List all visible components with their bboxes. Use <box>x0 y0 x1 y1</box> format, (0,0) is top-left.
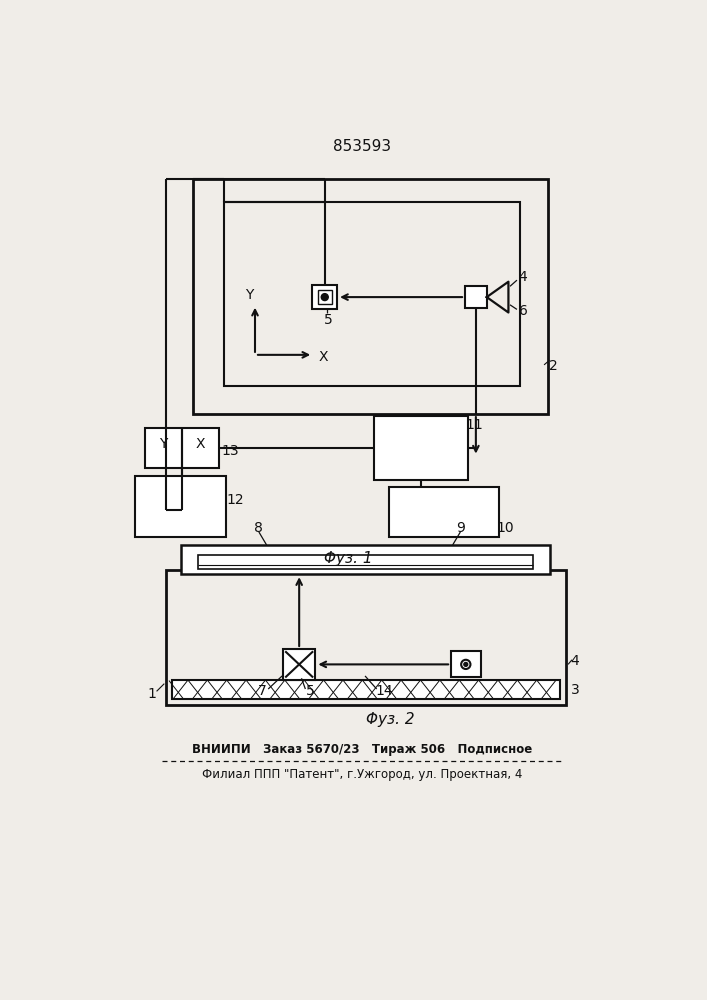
Bar <box>182 545 550 574</box>
Text: Φуз. 2: Φуз. 2 <box>366 712 415 727</box>
Text: 5: 5 <box>306 684 315 698</box>
Circle shape <box>464 662 468 666</box>
Text: 13: 13 <box>221 444 239 458</box>
Circle shape <box>321 294 328 301</box>
Bar <box>373 416 468 480</box>
Bar <box>317 290 332 304</box>
Bar <box>166 570 566 705</box>
Text: 8: 8 <box>255 521 263 535</box>
Bar <box>312 285 337 309</box>
Text: 11: 11 <box>465 418 483 432</box>
Bar <box>465 286 486 308</box>
Text: Филиал ППП "Патент", г.Ужгород, ул. Проектная, 4: Филиал ППП "Патент", г.Ужгород, ул. Прое… <box>201 768 522 781</box>
Text: 5: 5 <box>325 313 333 327</box>
Text: 10: 10 <box>496 521 514 535</box>
Bar <box>172 680 559 699</box>
Bar <box>199 555 533 569</box>
Bar <box>135 476 226 537</box>
Polygon shape <box>486 282 508 312</box>
Text: 9: 9 <box>456 521 464 535</box>
Text: X: X <box>318 350 328 364</box>
Bar <box>451 651 481 677</box>
Bar <box>224 202 520 386</box>
Text: 3: 3 <box>571 683 580 697</box>
Text: X: X <box>196 437 206 451</box>
Text: Φуз. 1: Φуз. 1 <box>324 551 373 566</box>
Text: 12: 12 <box>227 493 245 507</box>
Text: ВНИИПИ   Заказ 5670/23   Тираж 506   Подписное: ВНИИПИ Заказ 5670/23 Тираж 506 Подписное <box>192 743 532 756</box>
Text: Y: Y <box>245 288 253 302</box>
Text: 6: 6 <box>518 304 527 318</box>
Bar <box>145 428 219 468</box>
Text: Y: Y <box>159 437 168 451</box>
Text: 2: 2 <box>549 359 559 373</box>
Bar <box>193 179 548 414</box>
Text: 7: 7 <box>257 684 267 698</box>
Bar <box>283 649 315 680</box>
Text: 4: 4 <box>571 654 580 668</box>
Bar <box>389 487 499 537</box>
Text: 14: 14 <box>375 684 393 698</box>
Text: 1: 1 <box>148 687 156 701</box>
Text: 4: 4 <box>518 270 527 284</box>
Text: 853593: 853593 <box>333 139 391 154</box>
